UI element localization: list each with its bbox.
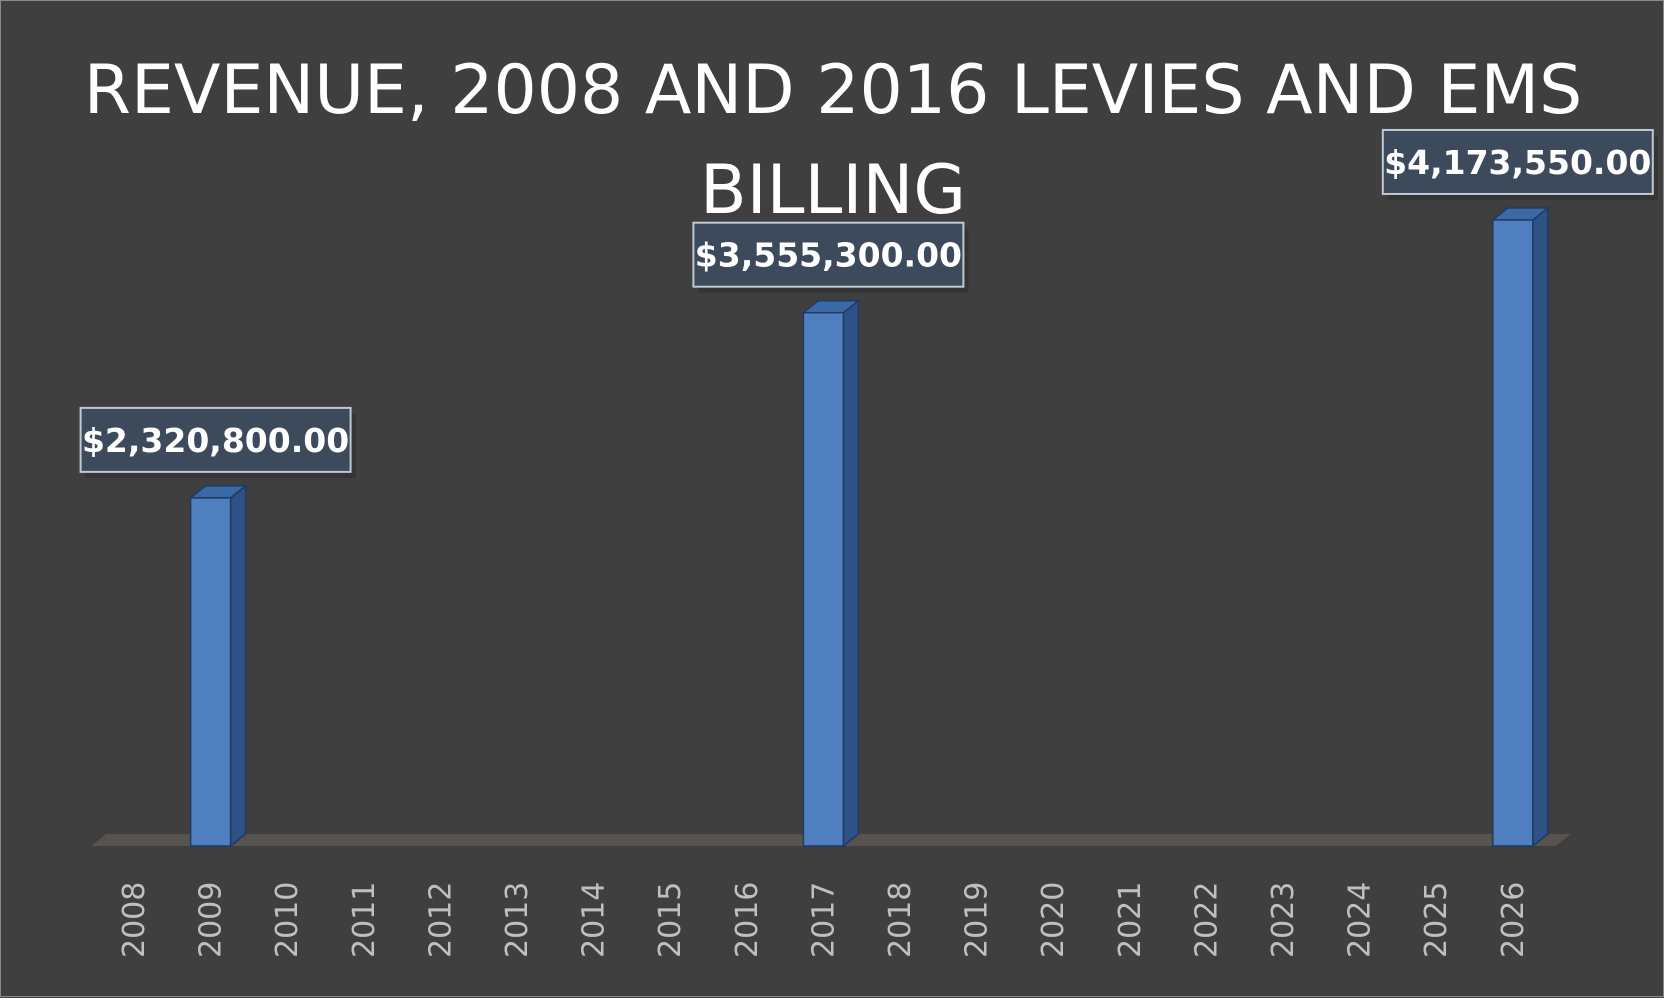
bar-2017: [801, 299, 861, 848]
data-label: $3,555,300.00: [692, 221, 969, 293]
bar-2026: [1490, 206, 1550, 848]
bar-group: [188, 206, 1550, 848]
data-label-text: $4,173,550.00: [1384, 143, 1651, 182]
data-label-box: [79, 406, 352, 473]
data-label-group: $2,320,800.00 $3,555,300.00 $4,173,550.00: [79, 128, 1658, 478]
bar-side: [229, 484, 247, 848]
chart-title: REVENUE, 2008 AND 2016 LEVIES AND EMS BI…: [83, 51, 1583, 230]
x-tick-label: 2011: [347, 882, 382, 958]
x-tick-label: 2024: [1343, 882, 1378, 958]
x-tick-label: 2017: [806, 882, 841, 958]
bar-2009: [188, 484, 248, 848]
x-tick-label: 2022: [1189, 882, 1224, 958]
bar-side: [842, 299, 860, 848]
data-label: $2,320,800.00: [79, 406, 356, 478]
x-tick-label: 2025: [1419, 882, 1454, 958]
x-tick-label: 2020: [1036, 882, 1071, 958]
x-tick-label: 2021: [1113, 882, 1148, 958]
bar-front: [189, 497, 232, 847]
data-label: $4,173,550.00: [1381, 128, 1658, 200]
x-tick-label: 2010: [270, 882, 305, 958]
x-tick-label: 2023: [1266, 882, 1301, 958]
x-tick-label: 2016: [730, 882, 765, 958]
x-tick-label: 2008: [117, 882, 152, 958]
x-tick-label: 2014: [577, 882, 612, 958]
x-tick-group: 2008 2009 2010 2011 2012 2013 2014 2015 2016 2017…: [117, 882, 1531, 958]
data-label-box: [692, 221, 965, 288]
x-tick-label: 2013: [500, 882, 535, 958]
data-label-box: [1381, 128, 1654, 195]
bar-front: [802, 311, 845, 847]
bar-side: [1532, 206, 1549, 848]
x-tick-label: 2018: [883, 882, 918, 958]
data-label-text: $2,320,800.00: [82, 421, 349, 460]
x-tick-label: 2012: [423, 882, 458, 958]
x-tick-label: 2009: [194, 882, 229, 958]
data-label-text: $3,555,300.00: [695, 236, 962, 275]
bar-front: [1492, 219, 1534, 847]
x-tick-label: 2015: [653, 882, 688, 958]
x-tick-label: 2026: [1496, 882, 1531, 958]
x-tick-label: 2019: [960, 882, 995, 958]
